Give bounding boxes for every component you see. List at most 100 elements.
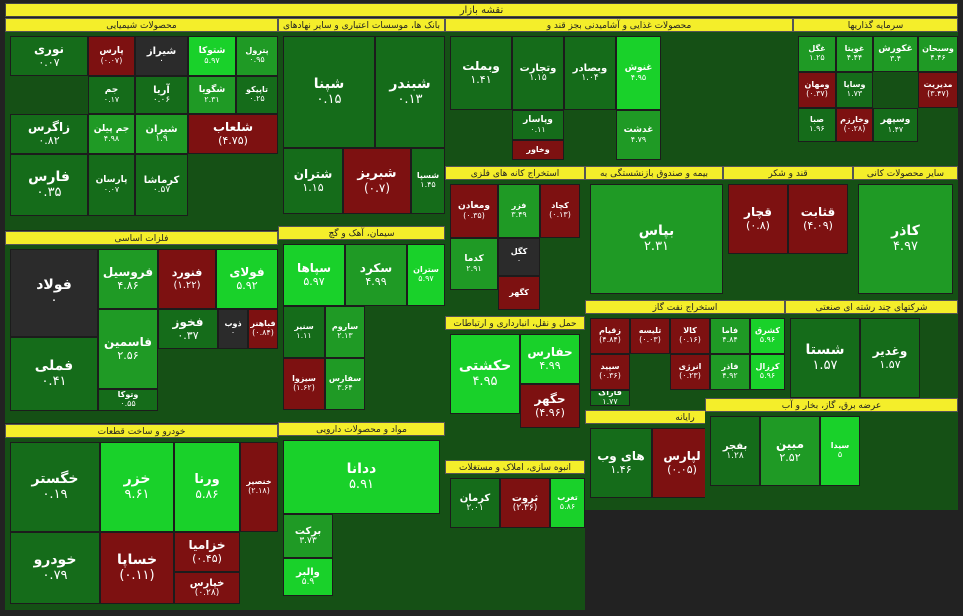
stock-tile[interactable]: شگویا ۲.۳۱ (188, 76, 236, 114)
stock-tile[interactable]: نوری ۰.۰۷ (10, 36, 88, 76)
stock-tile[interactable]: خنصیر (۲.۱۸) (240, 442, 278, 532)
stock-tile[interactable]: شتوکا ۵.۹۷ (188, 36, 236, 76)
stock-tile[interactable]: سکرد ۴.۹۹ (345, 244, 407, 306)
stock-tile[interactable]: حفارس ۴.۹۹ (520, 334, 580, 384)
stock-tile[interactable]: وخاور (512, 140, 564, 160)
stock-tile[interactable]: وتجارت ۱.۱۵ (512, 36, 564, 110)
sector-header[interactable]: حمل و نقل، انبارداری و ارتباطات (445, 316, 585, 330)
stock-tile[interactable]: شتران ۱.۱۵ (283, 148, 343, 214)
stock-tile[interactable]: خپارس (۰.۲۸) (174, 572, 240, 604)
stock-tile[interactable]: فاما ۴.۸۴ (710, 318, 750, 354)
stock-tile[interactable]: سپید (۰.۳۶) (590, 354, 630, 390)
stock-tile[interactable]: شیران ۱.۹ (135, 114, 188, 154)
stock-tile[interactable]: فباهنر (۰.۸۴) (248, 309, 278, 349)
sector-header[interactable]: عرضه برق، گاز، بخار و آب (705, 398, 958, 412)
stock-tile[interactable]: شیراز ۰ (135, 36, 188, 76)
stock-tile[interactable]: ددانا ۵.۹۱ (283, 440, 440, 514)
stock-tile[interactable]: فروسیل ۴.۸۶ (98, 249, 158, 309)
stock-tile[interactable]: فولای ۵.۹۲ (216, 249, 278, 309)
stock-tile[interactable]: قثابت (۴.۰۹) (788, 184, 848, 254)
stock-tile[interactable]: سنیر ۱.۱۱ (283, 306, 325, 358)
sector-header[interactable]: استخراج کانه های فلزی (445, 166, 585, 180)
stock-tile[interactable]: غویتا ۴.۴۴ (836, 36, 873, 72)
stock-tile[interactable]: ورنا ۵.۸۶ (174, 442, 240, 532)
stock-tile[interactable]: فزر ۳.۴۹ (498, 184, 540, 238)
stock-tile[interactable]: غدشت ۴.۷۹ (616, 110, 661, 160)
sector-header[interactable]: فلزات اساسی (5, 231, 278, 245)
stock-tile[interactable]: صبا ۱.۹۶ (798, 108, 836, 142)
stock-tile[interactable]: جم پیلن ۴.۹۸ (88, 114, 135, 154)
stock-tile[interactable]: ستران ۵.۹۷ (407, 244, 445, 306)
stock-tile[interactable]: خزامیا (۰.۴۵) (174, 532, 240, 572)
stock-tile[interactable]: سپاها ۵.۹۷ (283, 244, 345, 306)
stock-tile[interactable]: فاسمین ۲.۵۶ (98, 309, 158, 389)
sector-header[interactable]: محصولات غذایی و آشامیدنی بجز قند و (445, 18, 793, 32)
stock-tile[interactable]: فولاد ۰ (10, 249, 98, 337)
sector-header[interactable]: انبوه سازی، املاک و مستغلات (445, 460, 585, 474)
stock-tile[interactable]: سفارس ۳.۶۴ (325, 358, 365, 410)
stock-tile[interactable]: های وب ۱.۴۶ (590, 428, 652, 498)
stock-tile[interactable]: مبین ۲.۵۲ (760, 416, 820, 486)
stock-tile[interactable]: ومعادن (۰.۳۵) (450, 184, 498, 238)
stock-tile[interactable]: فخوز ۰.۳۷ (158, 309, 218, 349)
stock-tile[interactable]: غکورش ۳.۴ (873, 36, 918, 72)
stock-tile[interactable]: غگل ۱.۲۵ (798, 36, 836, 72)
sector-header[interactable]: سرمایه گذاریها (793, 18, 958, 32)
stock-tile[interactable]: ساروم ۲.۱۳ (325, 306, 365, 358)
stock-tile[interactable]: تغرب ۵.۸۶ (550, 478, 585, 528)
stock-tile[interactable]: وبملت ۱.۴۱ (450, 36, 512, 110)
stock-tile[interactable]: حکشتی ۴.۹۵ (450, 334, 520, 414)
stock-tile[interactable]: وتوکا ۰.۵۵ (98, 389, 158, 411)
stock-tile[interactable]: کالا (۰.۱۶) (670, 318, 710, 354)
stock-tile[interactable]: پارس (۰.۰۷) (88, 36, 135, 76)
stock-tile[interactable]: سیزوا (۱.۶۲) (283, 358, 325, 410)
stock-tile[interactable]: خزر ۹.۶۱ (100, 442, 174, 532)
stock-tile[interactable]: فاراک ۱.۷۷ (590, 390, 630, 406)
stock-tile[interactable]: وسبحان ۴.۴۶ (918, 36, 958, 72)
stock-tile[interactable]: کچاد (۰.۱۳) (540, 184, 580, 238)
stock-tile[interactable]: شستا ۱.۵۷ (790, 318, 860, 398)
sector-header[interactable]: بیمه و صندوق بازنشستگی به (585, 166, 723, 180)
stock-tile[interactable]: کدما ۲.۹۱ (450, 238, 498, 290)
stock-tile[interactable]: تاپیکو ۰.۲۵ (236, 76, 278, 114)
stock-tile[interactable]: زاگرس ۰.۸۲ (10, 114, 88, 154)
stock-tile[interactable]: پارسان ۰.۰۷ (88, 154, 135, 216)
sector-header[interactable]: محصولات شیمیایی (5, 18, 278, 32)
sector-header[interactable]: قند و شکر (723, 166, 853, 180)
sector-header[interactable]: استخراج نفت گاز (585, 300, 785, 314)
stock-tile[interactable]: ومهان (۰.۳۷) (798, 72, 836, 108)
sector-header[interactable]: شرکتهای چند رشته ای صنعتی (785, 300, 958, 314)
stock-tile[interactable]: وسپهر ۱.۴۷ (873, 108, 918, 142)
stock-tile[interactable]: زقیام (۴.۸۴) (590, 318, 630, 354)
stock-tile[interactable]: تلیسه (۰.۰۳) (630, 318, 670, 354)
sector-header[interactable]: خودرو و ساخت قطعات (5, 424, 278, 438)
stock-tile[interactable]: حگهر (۴.۹۶) (520, 384, 580, 428)
stock-tile[interactable]: جم ۰.۱۷ (88, 76, 135, 114)
stock-tile[interactable]: پترول ۰.۹۵ (236, 36, 278, 76)
stock-tile[interactable]: لپارس (۰.۰۵) (652, 428, 712, 498)
stock-tile[interactable]: وخارزم (۰.۲۸) (836, 108, 873, 142)
stock-tile[interactable]: وغدیر ۱.۵۷ (860, 318, 920, 398)
stock-tile[interactable]: مدیریت (۳.۴۷) (918, 72, 958, 108)
stock-tile[interactable]: فملی ۰.۴۱ (10, 337, 98, 411)
stock-tile[interactable]: ثروت (۲.۳۶) (500, 478, 550, 528)
sector-header[interactable]: مواد و محصولات دارویی (278, 422, 445, 436)
stock-tile[interactable]: وبصادر ۱.۰۴ (564, 36, 616, 110)
stock-tile[interactable]: کرماشا ۰.۵۷ (135, 154, 188, 216)
stock-tile[interactable]: خودرو ۰.۷۹ (10, 532, 100, 604)
stock-tile[interactable]: سیدا ۵ (820, 416, 860, 486)
stock-tile[interactable]: فنورد (۱.۲۲) (158, 249, 216, 309)
stock-tile[interactable]: کگل ۰ (498, 238, 540, 276)
stock-tile[interactable]: شلعاب (۴.۷۵) (188, 114, 278, 154)
stock-tile[interactable]: غنوش ۴.۹۵ (616, 36, 661, 110)
stock-tile[interactable]: شپنا ۰.۱۵ (283, 36, 375, 148)
stock-tile[interactable]: خساپا (۰.۱۱) (100, 532, 174, 604)
stock-tile[interactable]: کگهر (498, 276, 540, 310)
stock-tile[interactable]: وپاسار ۰.۱۱ (512, 110, 564, 140)
stock-tile[interactable]: برکت ۳.۷۳ (283, 514, 333, 558)
stock-tile[interactable]: شبریز (۰.۷) (343, 148, 411, 214)
stock-tile[interactable]: انرژی (۰.۲۳) (670, 354, 710, 390)
stock-tile[interactable]: شبندر ۰.۱۳ (375, 36, 445, 148)
stock-tile[interactable]: وسایا ۱.۷۳ (836, 72, 873, 108)
stock-tile[interactable]: شسپا ۱.۴۵ (411, 148, 445, 214)
